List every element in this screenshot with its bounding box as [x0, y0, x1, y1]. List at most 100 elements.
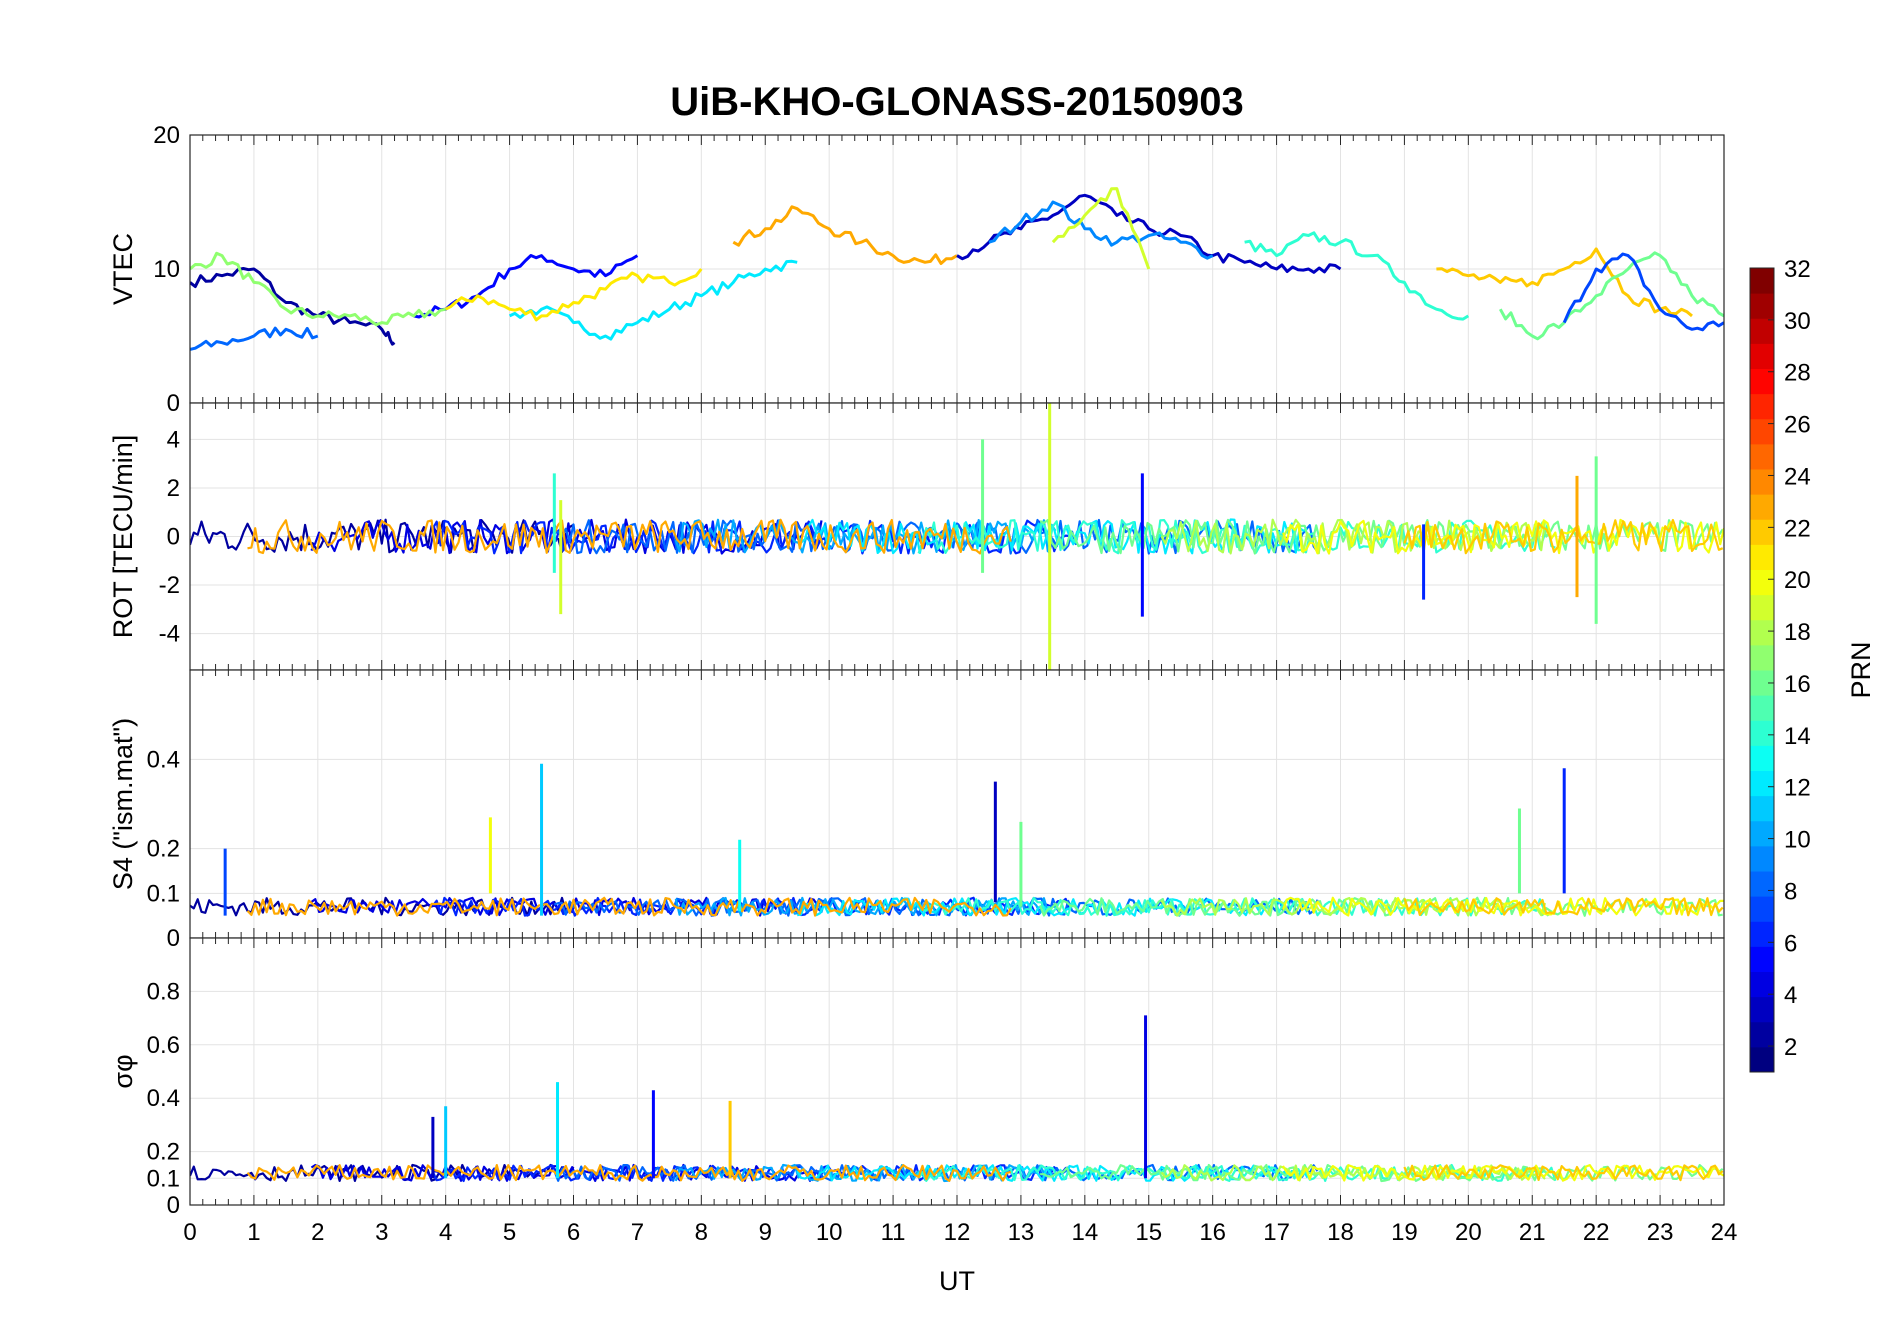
- vtec-series-prn-19: [1051, 187, 1151, 270]
- trace-prn-16: [1039, 896, 1723, 917]
- x-tick-label: 23: [1647, 1219, 1674, 1246]
- panel-4: 00.10.2 0.4 0.6 0.8 σφ: [108, 937, 1725, 1219]
- y-tick-label: 0: [167, 925, 180, 952]
- colorbar-segment: [1750, 443, 1774, 470]
- trace-prn-22: [1403, 518, 1724, 555]
- vtec-series-prn-14: [1244, 231, 1470, 321]
- y-axis-label: ROT [TECU/min]: [108, 435, 138, 639]
- colorbar-segment: [1750, 594, 1774, 621]
- vtec-series-prn-8: [190, 326, 319, 351]
- colorbar-tick-label: 20: [1784, 567, 1811, 594]
- x-tick-label: 15: [1135, 1219, 1162, 1246]
- x-tick-label: 3: [375, 1219, 388, 1246]
- colorbar-segment: [1750, 619, 1774, 646]
- colorbar-tick-label: 18: [1784, 619, 1811, 646]
- colorbar-segment: [1750, 871, 1774, 897]
- colorbar-segment: [1750, 720, 1774, 746]
- y-axis-label: S4 ("ism.mat"): [108, 718, 138, 890]
- colorbar-segment: [1750, 770, 1774, 797]
- colorbar-tick-label: 28: [1784, 360, 1811, 387]
- x-tick-label: 10: [816, 1219, 843, 1246]
- trace-prn-23: [246, 896, 1012, 917]
- x-tick-label: 14: [1071, 1219, 1098, 1246]
- x-tick-label: 11: [881, 1219, 906, 1246]
- colorbar-segment: [1750, 996, 1774, 1023]
- y-tick-label: 0: [167, 524, 180, 551]
- x-tick-label: 1: [247, 1219, 260, 1246]
- trace-prn-23: [246, 1164, 1012, 1182]
- colorbar-segment: [1750, 494, 1774, 520]
- colorbar-segment: [1750, 293, 1774, 319]
- colorbar-segment: [1750, 921, 1774, 947]
- colorbar-tick-label: 8: [1784, 878, 1797, 905]
- colorbar-segment: [1750, 845, 1774, 872]
- x-tick-label: 19: [1391, 1219, 1418, 1246]
- y-tick-label: 0: [167, 1192, 180, 1219]
- x-tick-labels: 0 1 2 3 4 5 6 7 8 9 10 11 12 13 14 15 16 17 18 19 20 21 22 23 24: [183, 1219, 1737, 1246]
- vtec-series-prn-22: [1436, 247, 1693, 318]
- colorbar-tick-label: 32: [1784, 256, 1811, 283]
- y-tick-label: 0.2: [147, 836, 180, 863]
- colorbar-segment: [1750, 644, 1774, 671]
- vtec-series-prn-7: [1562, 252, 1724, 332]
- y-tick-label: 0: [167, 390, 180, 417]
- x-tick-label: 9: [759, 1219, 772, 1246]
- chart-title: UiB-KHO-GLONASS-20150903: [670, 80, 1244, 124]
- colorbar-segment: [1750, 820, 1774, 847]
- colorbar-segment: [1750, 343, 1774, 369]
- y-tick-label: -2: [159, 572, 180, 599]
- x-tick-label: 7: [631, 1219, 644, 1246]
- x-tick-label: 6: [567, 1219, 580, 1246]
- y-tick-label: 0.1: [147, 880, 180, 907]
- x-tick-label: 0: [183, 1219, 196, 1246]
- y-tick-label: 0.8: [147, 978, 180, 1005]
- x-tick-label: 2: [311, 1219, 324, 1246]
- panel-3: 0 0.1 0.2 0.4 S4 ("ism.mat"): [108, 669, 1725, 952]
- colorbar-segment: [1750, 1021, 1774, 1048]
- colorbar-segment: [1750, 418, 1774, 445]
- colorbar-segment: [1750, 544, 1774, 570]
- panel-data: [190, 763, 1724, 917]
- colorbar-segment: [1750, 946, 1774, 972]
- colorbar-segment: [1750, 469, 1774, 495]
- colorbar-segment: [1750, 971, 1774, 998]
- x-tick-label: 22: [1583, 1219, 1610, 1246]
- y-tick-label: 2: [167, 475, 180, 502]
- colorbar-segment: [1750, 695, 1774, 721]
- x-tick-label: 16: [1199, 1219, 1226, 1246]
- x-tick-label: 8: [695, 1219, 708, 1246]
- colorbar-tick-label: 24: [1784, 463, 1811, 490]
- vtec-series-prn-9: [988, 200, 1214, 260]
- colorbar-segment: [1750, 1046, 1774, 1073]
- colorbar-segment: [1750, 268, 1774, 294]
- panel-1: 0 10 20 VTEC: [108, 122, 1725, 417]
- y-tick-label: 4: [167, 426, 180, 453]
- colorbar-tick-label: 12: [1784, 775, 1811, 802]
- y-axis-label: σφ: [108, 1054, 138, 1088]
- x-tick-label: 18: [1327, 1219, 1354, 1246]
- colorbar-tick-label: 2: [1784, 1034, 1797, 1061]
- x-tick-label: 17: [1263, 1219, 1290, 1246]
- colorbar-segment: [1750, 795, 1774, 822]
- colorbar-tick-label: 4: [1784, 982, 1797, 1009]
- y-tick-label: 10: [153, 256, 180, 283]
- x-tick-label: 12: [944, 1219, 971, 1246]
- trace-prn-20: [1281, 518, 1724, 555]
- y-tick-label: 0.2: [147, 1139, 180, 1166]
- colorbar-segment: [1750, 745, 1774, 771]
- x-tick-label: 21: [1519, 1219, 1546, 1246]
- y-tick-label: -4: [159, 621, 180, 648]
- colorbar-tick-label: 10: [1784, 827, 1811, 854]
- trace-prn-23: [247, 518, 1012, 555]
- trace-prn-22: [1403, 1164, 1724, 1182]
- y-tick-label: 0.6: [147, 1032, 180, 1059]
- panel-data: [190, 403, 1724, 670]
- colorbar-segment: [1750, 896, 1774, 922]
- panel-data: [190, 1015, 1724, 1183]
- x-tick-label: 13: [1008, 1219, 1035, 1246]
- colorbar-tick-label: 14: [1784, 723, 1811, 750]
- vtec-series-prn-17: [190, 251, 446, 327]
- colorbar-tick-label: 22: [1784, 515, 1811, 542]
- y-tick-label: 0.4: [147, 746, 180, 773]
